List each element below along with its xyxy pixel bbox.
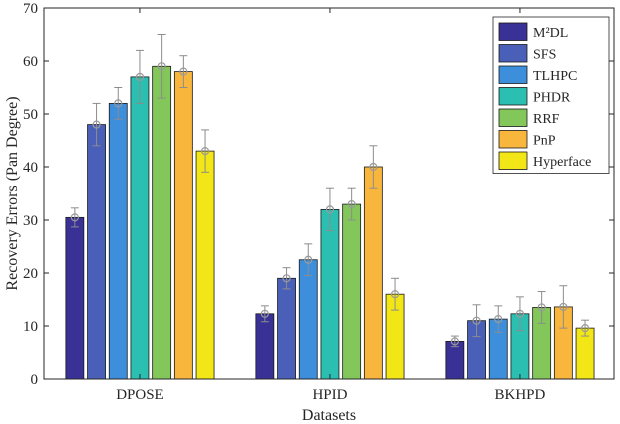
error-bar xyxy=(200,129,210,173)
y-axis-label: Recovery Errors (Pan Degree) xyxy=(4,96,21,290)
mean-marker xyxy=(114,99,123,108)
bar xyxy=(277,277,296,380)
bar xyxy=(65,216,85,380)
legend-label: Hyperface xyxy=(533,155,591,170)
legend-swatch xyxy=(498,22,528,41)
mean-marker xyxy=(347,200,356,209)
mean-marker xyxy=(200,147,210,156)
y-axis-ticks: 0 10 20 30 40 50 60 70 xyxy=(23,1,614,388)
legend-swatch xyxy=(498,65,528,84)
mean-marker xyxy=(450,337,459,346)
mean-marker xyxy=(369,162,378,172)
error-bar xyxy=(537,291,546,324)
y-tick-label: 30 xyxy=(23,213,38,229)
error-bar xyxy=(179,55,188,88)
bar xyxy=(255,313,275,380)
legend-swatch xyxy=(498,151,528,170)
error-bar xyxy=(92,102,101,147)
error-bar xyxy=(580,319,590,337)
bar xyxy=(87,124,106,380)
x-axis-ticks: DPOSE HPID BKHPD xyxy=(116,8,546,403)
x-tick-label: HPID xyxy=(312,387,347,403)
error-bar xyxy=(559,285,568,329)
x-tick-label: BKHPD xyxy=(495,387,546,403)
mean-marker xyxy=(282,274,291,283)
legend-item: TLHPC xyxy=(498,65,577,84)
legend-swatch xyxy=(498,130,528,149)
error-bar xyxy=(260,305,269,323)
mean-marker xyxy=(494,315,503,324)
x-tick-label: DPOSE xyxy=(116,387,164,403)
legend: M²DL SFS TLHPC PHDR RRF PnP Hyperface xyxy=(492,16,610,174)
error-bar xyxy=(472,304,481,338)
legend-swatch xyxy=(498,108,528,127)
y-tick-label: 40 xyxy=(23,160,38,176)
bar xyxy=(363,166,383,380)
legend-label: SFS xyxy=(533,47,556,62)
error-bar xyxy=(494,305,503,333)
legend-label: M²DL xyxy=(533,26,568,41)
legend-label: RRF xyxy=(533,112,560,127)
legend-swatch xyxy=(498,87,528,106)
y-tick-label: 50 xyxy=(23,107,38,123)
mean-marker xyxy=(515,309,525,318)
mean-marker xyxy=(70,213,79,222)
error-bar xyxy=(114,87,123,120)
legend-label: PnP xyxy=(533,133,556,148)
error-bar xyxy=(347,187,356,221)
legend-label: PHDR xyxy=(533,90,571,105)
mean-marker xyxy=(559,302,568,312)
mean-marker xyxy=(325,205,335,214)
bar xyxy=(173,71,193,380)
error-bars xyxy=(70,34,590,348)
bar xyxy=(298,259,318,380)
mean-marker xyxy=(135,72,145,82)
bar xyxy=(152,65,172,380)
error-bar xyxy=(282,267,291,290)
mean-marker xyxy=(390,290,400,299)
bar xyxy=(130,76,150,380)
legend-item: PHDR xyxy=(498,87,571,106)
mean-marker xyxy=(472,316,481,325)
bar xyxy=(108,103,128,380)
error-bar xyxy=(450,335,459,348)
legend-item: Hyperface xyxy=(498,151,591,170)
bar xyxy=(320,208,340,380)
error-bar xyxy=(325,187,335,232)
error-bar xyxy=(304,243,313,277)
mean-marker xyxy=(92,120,101,129)
mean-marker xyxy=(304,255,313,264)
error-bar xyxy=(369,145,378,189)
legend-item: RRF xyxy=(498,108,560,127)
mean-marker xyxy=(179,67,188,76)
legend-item: SFS xyxy=(498,44,556,63)
mean-marker xyxy=(580,324,590,333)
mean-marker xyxy=(157,62,166,71)
bar xyxy=(195,150,215,380)
y-tick-label: 70 xyxy=(23,1,38,17)
legend-item: M²DL xyxy=(498,22,568,41)
bar xyxy=(342,203,362,380)
y-tick-label: 0 xyxy=(31,372,39,388)
error-bar xyxy=(390,277,400,311)
y-tick-label: 60 xyxy=(23,54,38,70)
error-bar xyxy=(515,296,525,332)
legend-label: TLHPC xyxy=(533,69,577,84)
mean-marker xyxy=(260,309,269,318)
error-bar xyxy=(70,207,79,228)
bar-series xyxy=(65,65,595,380)
x-axis-label: Datasets xyxy=(302,407,356,424)
error-bar xyxy=(135,49,145,104)
legend-item: PnP xyxy=(498,130,556,149)
mean-marker xyxy=(537,303,546,312)
legend-swatch xyxy=(498,44,528,63)
y-tick-label: 10 xyxy=(23,319,38,335)
y-tick-label: 20 xyxy=(23,266,38,282)
error-bar xyxy=(157,34,166,99)
plot-frame xyxy=(43,7,615,380)
